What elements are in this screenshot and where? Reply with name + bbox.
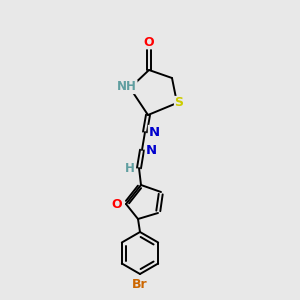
Text: O: O [144,35,154,49]
Text: Br: Br [132,278,148,290]
Text: N: N [148,125,160,139]
Text: N: N [146,143,157,157]
Text: S: S [175,97,184,110]
Text: NH: NH [117,80,137,94]
Text: H: H [125,161,135,175]
Text: O: O [112,197,122,211]
